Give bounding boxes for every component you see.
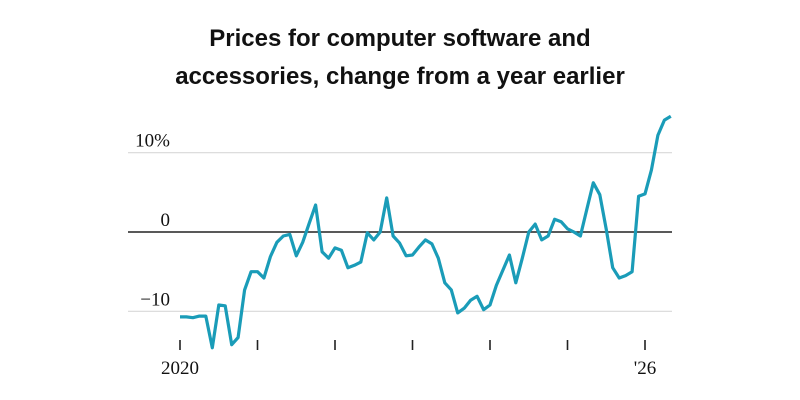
y-tick-label: 10% <box>135 131 170 152</box>
data-line <box>180 114 672 350</box>
x-tick-label: '26 <box>634 358 656 379</box>
chart-title: accessories, change from a year earlier <box>175 63 625 90</box>
y-tick-label: −10 <box>140 289 170 310</box>
chart-title: Prices for computer software and <box>209 25 590 52</box>
x-tick-label: 2020 <box>161 358 199 379</box>
y-tick-label: 0 <box>161 210 171 231</box>
